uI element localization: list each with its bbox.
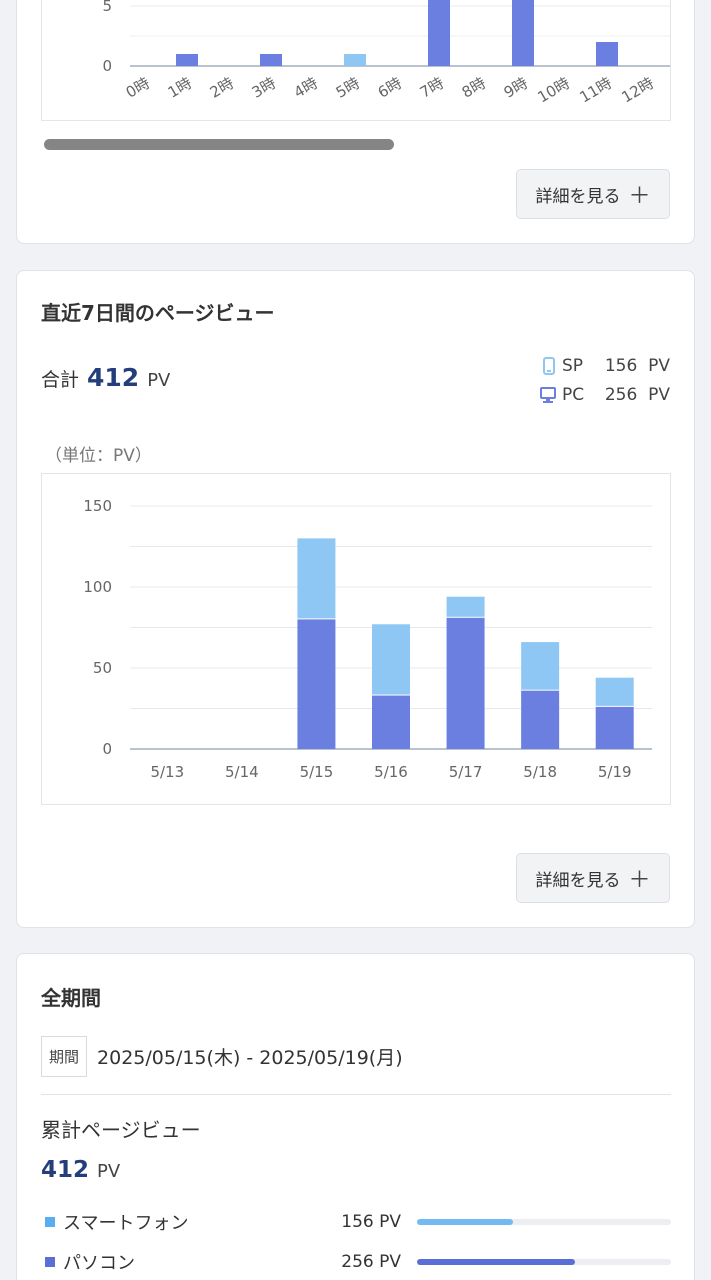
x-tick-label: 12時 [618,74,657,107]
weekly-chart-box[interactable]: 0 50 100 150 5/13 5/14 5/15 5/16 5/17 5/18 5/19 [41,473,671,805]
bar-sp[interactable] [372,624,410,695]
x-tick-label: 4時 [291,74,321,102]
cumulative-value: 412 [41,1157,90,1183]
device-count: 156 PV [341,1212,401,1232]
bar-sp[interactable] [297,538,336,619]
bar-sp[interactable] [595,677,634,706]
period-row: 期間 2025/05/15(木) - 2025/05/19(月) [41,1036,403,1077]
period-tag: 期間 [41,1036,88,1077]
x-tick-label: 10時 [534,74,573,107]
x-tick-label: 5/16 [374,763,408,781]
hourly-bar[interactable] [344,54,366,66]
x-tick-label: 5/17 [449,763,483,781]
x-tick-label: 5/19 [598,763,632,781]
hourly-bar[interactable] [428,0,450,66]
smartphone-icon [543,356,555,375]
x-tick-label: 7時 [417,74,447,102]
x-tick-label: 5/15 [300,763,334,781]
plus-icon: ＋ [628,184,651,209]
bar-pc[interactable] [595,706,634,749]
device-share-fill [417,1259,575,1265]
x-tick-label: 5/13 [150,763,184,781]
device-count: 256 PV [341,1252,401,1272]
hourly-bar[interactable] [260,54,282,66]
bar-pc[interactable] [297,619,336,749]
bar-sp[interactable] [521,642,560,690]
hourly-chart-box[interactable]: 5 0 0時 1時 2時 3時 4時 5時 6時 7時 8時 9時 10時 11時 12時 [41,0,671,121]
device-share-bar [417,1259,671,1265]
y-tick-label: 150 [83,497,112,515]
cumulative-unit: PV [97,1161,121,1182]
device-share-bar [417,1219,671,1225]
device-name: パソコン [63,1253,135,1274]
y-tick-label: 0 [102,57,112,75]
x-tick-label: 5/18 [523,763,557,781]
x-tick-label: 6時 [375,74,405,102]
y-tick-label: 5 [102,0,112,15]
cumulative-title: 累計ページビュー [41,1118,201,1142]
x-tick-label: 2時 [207,74,237,102]
detail-button-label: 詳細を見る [535,186,621,207]
pc-breakdown-row: PC 256 PV [540,380,670,409]
weekly-pageview-card: 直近7日間のページビュー 合計 412 PV SP 156 PV PC 256 … [16,270,695,928]
sp-value: 156 PV [604,355,670,376]
all-period-card: 全期間 期間 2025/05/15(木) - 2025/05/19(月) 累計ペ… [16,953,695,1280]
hourly-bar[interactable] [596,42,618,66]
sp-label: SP [562,355,584,376]
x-tick-label: 1時 [165,74,195,102]
bar-pc[interactable] [446,617,485,749]
x-tick-label: 11時 [576,74,615,107]
pc-value: 256 PV [604,384,670,405]
hourly-detail-button[interactable]: 詳細を見る ＋ [516,169,670,219]
divider [41,1094,671,1095]
unit-note: （単位：PV） [45,446,152,466]
y-tick-label: 50 [93,659,112,677]
x-tick-label: 3時 [249,74,279,102]
sp-breakdown-row: SP 156 PV [540,351,670,380]
hourly-bar[interactable] [512,0,534,66]
x-tick-label: 5時 [333,74,363,102]
y-tick-label: 100 [83,578,112,596]
weekly-title: 直近7日間のページビュー [41,301,275,325]
x-tick-label: 0時 [123,74,153,102]
x-tick-label: 8時 [459,74,489,102]
smartphone-legend-swatch [45,1217,55,1227]
hourly-pageview-card: 5 0 0時 1時 2時 3時 4時 5時 6時 7時 8時 9時 10時 11時 12時 詳細を見る ＋ [16,0,695,244]
chart-horizontal-scrollbar[interactable] [44,139,394,150]
total-label: 合計 [41,369,80,391]
x-tick-label: 5/14 [225,763,259,781]
bar-pc[interactable] [521,690,560,749]
total-value: 412 [87,363,140,392]
device-row-smartphone: スマートフォン 156 PV [41,1209,671,1235]
detail-button-label: 詳細を見る [535,870,621,891]
weekly-stacked-bar-chart: 0 50 100 150 5/13 5/14 5/15 5/16 5/17 5/18 5/19 [83,497,652,781]
device-row-pc: パソコン 256 PV [41,1249,671,1275]
x-tick-label: 9時 [501,74,531,102]
pc-legend-swatch [45,1257,55,1267]
cumulative-total: 412 PV [41,1157,120,1183]
hourly-bar[interactable] [176,54,198,66]
bar-pc[interactable] [372,695,410,749]
device-share-fill [417,1219,514,1225]
hourly-chart: 5 0 0時 1時 2時 3時 4時 5時 6時 7時 8時 9時 10時 11時 12時 [102,0,670,107]
pc-label: PC [562,384,585,405]
desktop-icon [540,386,556,403]
weekly-total: 合計 412 PV [41,363,170,392]
total-unit: PV [147,370,171,391]
bar-sp[interactable] [446,596,485,617]
weekly-detail-button[interactable]: 詳細を見る ＋ [516,853,670,903]
device-breakdown: SP 156 PV PC 256 PV [540,351,670,409]
plus-icon: ＋ [628,868,651,893]
device-name: スマートフォン [63,1213,189,1234]
y-tick-label: 0 [102,740,112,758]
all-period-title: 全期間 [41,986,101,1010]
period-range: 2025/05/15(木) - 2025/05/19(月) [97,1047,403,1069]
